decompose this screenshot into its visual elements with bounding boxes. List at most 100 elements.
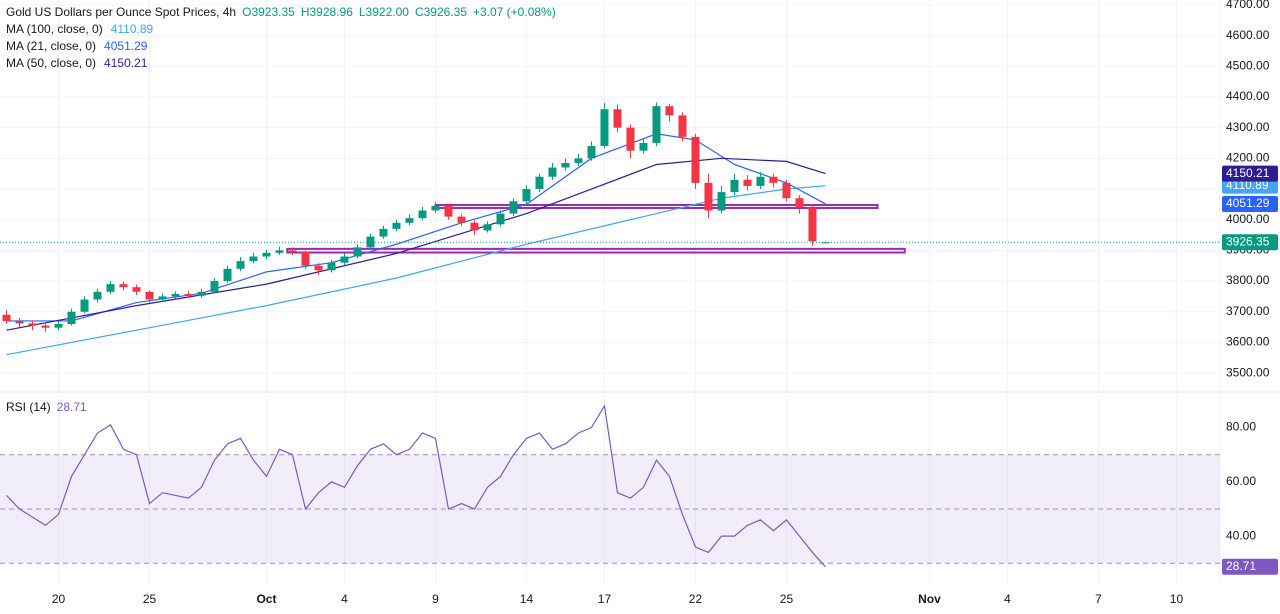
candle-body (704, 182, 713, 211)
rsi-band (0, 454, 1220, 564)
level-band (286, 247, 906, 254)
y-tick-label: 4500.00 (1226, 58, 1270, 72)
candle-body (119, 284, 128, 288)
x-tick-label: 17 (598, 592, 612, 606)
legend-value: 4110.89 (110, 22, 154, 36)
ma-value-label: 4150.21 (1226, 166, 1270, 180)
y-tick-label: 4200.00 (1226, 151, 1270, 165)
y-tick-label: 40.00 (1226, 528, 1256, 542)
candle-body (522, 189, 531, 202)
candle-body (80, 299, 89, 312)
candle-body (249, 256, 258, 262)
ma-value-label-box (1222, 165, 1278, 182)
rsi-value-label: 28.71 (1226, 559, 1256, 573)
candle-body (795, 198, 804, 208)
y-tick-label: 4600.00 (1226, 28, 1270, 42)
candle-body (665, 106, 674, 116)
candle-body (535, 176, 544, 190)
ohlc-value: +3.07 (+0.08%) (472, 5, 556, 19)
legend-value: 4150.21 (104, 56, 148, 70)
candle-body (730, 179, 739, 193)
legend-entry: MA (50, close, 0) 4150.21 (6, 56, 153, 70)
candle-body (691, 136, 700, 183)
candle-body (275, 250, 284, 253)
legend-name: MA (21, close, 0) (6, 39, 97, 53)
y-tick-label: 80.00 (1226, 420, 1256, 434)
candle-body (756, 176, 765, 186)
y-tick-label: 3700.00 (1226, 304, 1270, 318)
x-tick-label: 20 (52, 592, 66, 606)
x-tick-label: 10 (1170, 592, 1184, 606)
candle-body (613, 109, 622, 128)
candle-body (626, 127, 635, 151)
x-tick-label: 9 (432, 592, 439, 606)
candle-body (301, 251, 310, 266)
candle-body (28, 323, 37, 326)
candle-body (184, 293, 193, 296)
x-tick-label: 7 (1095, 592, 1102, 606)
last-price-label-box (1222, 234, 1278, 251)
candle-body (223, 268, 232, 282)
y-tick-label: 4400.00 (1226, 89, 1270, 103)
legend-entry: MA (21, close, 0) 4051.29 (6, 39, 153, 53)
candle-body (54, 324, 63, 328)
candle-body (340, 256, 349, 263)
candle-body (171, 293, 180, 297)
y-tick-label: 3800.00 (1226, 273, 1270, 287)
candle-body (67, 311, 76, 325)
x-tick-label: 14 (520, 592, 534, 606)
candle-body (509, 201, 518, 214)
chart-title: Gold US Dollars per Ounce Spot Prices, 4… (6, 5, 237, 19)
y-tick-label: 4700.00 (1226, 0, 1270, 11)
candle-body (444, 205, 453, 217)
ma-line (6, 185, 826, 356)
candle-body (145, 291, 154, 300)
ma-line (6, 133, 826, 322)
rsi-legend: RSI (14) 28.71 (6, 400, 87, 414)
candle-body (561, 162, 570, 168)
ohlc-value: L3922.00 (358, 5, 409, 19)
candle-body (314, 265, 323, 271)
candle-body (678, 115, 687, 137)
candle-body (639, 142, 648, 151)
candle-body (353, 247, 362, 257)
legend-name: MA (50, close, 0) (6, 56, 97, 70)
rsi-title: RSI (14) (6, 400, 51, 414)
y-tick-label: 4000.00 (1226, 212, 1270, 226)
x-tick-label: 25 (143, 592, 157, 606)
ohlc-value: O3923.35 (242, 5, 295, 19)
y-tick-label: 3600.00 (1226, 335, 1270, 349)
candle-body (548, 167, 557, 177)
rsi-value: 28.71 (56, 400, 87, 414)
last-price-label: 3926.35 (1226, 234, 1270, 248)
candle-body (587, 146, 596, 159)
candle-body (197, 291, 206, 296)
rsi-line (6, 404, 826, 568)
candle-body (210, 281, 219, 292)
rsi-value-label-box (1222, 558, 1278, 575)
candle-body (41, 325, 50, 328)
x-tick-label: 4 (1004, 592, 1011, 606)
ma-legend: MA (100, close, 0) 4110.89 MA (21, close, … (6, 22, 153, 70)
candle-body (483, 224, 492, 231)
title-legend: Gold US Dollars per Ounce Spot Prices, 4… (6, 5, 556, 19)
candle-body (366, 236, 375, 248)
candle-body (600, 109, 609, 147)
candle-body (431, 205, 440, 211)
x-tick-label: 22 (689, 592, 703, 606)
candle-body (717, 192, 726, 211)
candle-body (2, 314, 11, 321)
ohlc-value: C3926.35 (414, 5, 467, 19)
legend-name: MA (100, close, 0) (6, 22, 103, 36)
candle-body (392, 222, 401, 229)
candle-body (808, 207, 817, 242)
candle-body (158, 296, 167, 300)
legend-value: 4051.29 (104, 39, 148, 53)
candle-body (470, 222, 479, 231)
candle-body (769, 176, 778, 183)
candle-body (457, 216, 466, 223)
candle-body (652, 106, 661, 143)
candle-body (236, 261, 245, 269)
